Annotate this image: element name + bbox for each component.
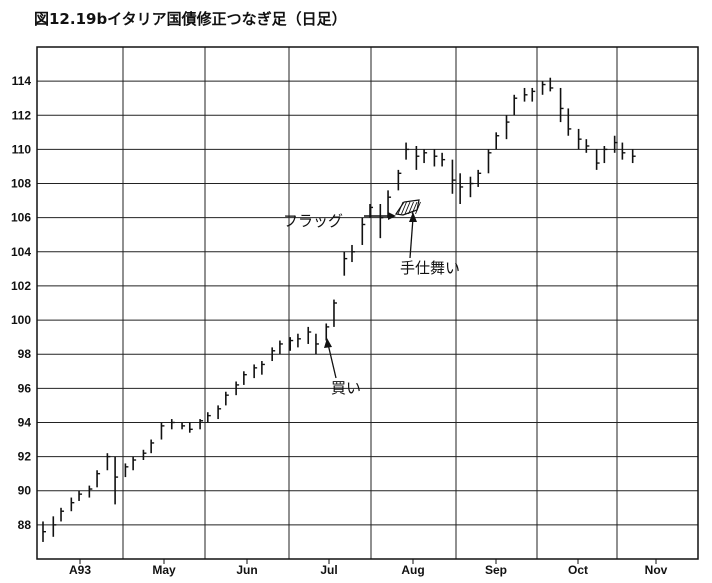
annotation-buy-label: 買い [331,379,361,397]
annotation-exit-label: 手仕舞い [400,259,460,277]
y-tick-label: 92 [18,450,32,464]
x-tick-label: Oct [568,563,588,577]
x-tick-label: Jul [320,563,337,577]
y-tick-label: 114 [12,74,32,88]
x-tick-label: Nov [645,563,668,577]
annotation-buy-arrowhead [324,338,332,348]
x-axis-tick-labels: A93 May Jun Jul Aug Sep Oct Nov [69,559,668,577]
x-tick-label: Sep [485,563,507,577]
price-bars [42,77,636,542]
flag-hatch-line [401,201,407,215]
y-tick-label: 108 [11,177,31,191]
y-tick-label: 106 [11,211,31,225]
annotation-buy-arrow [327,343,337,379]
y-tick-label: 110 [12,142,32,156]
y-tick-label: 90 [18,484,32,498]
y-tick-label: 100 [11,313,31,327]
plot-frame [36,46,699,560]
y-axis-tick-labels: 88 90 92 94 96 98 100 102 104 106 108 110 112 114 [11,74,31,532]
annotation-flag-arrowhead [388,212,396,220]
annotation-exit-arrow [409,217,414,259]
flag-hatch-line [411,201,418,215]
y-tick-label: 104 [11,245,31,259]
y-tick-label: 102 [11,279,31,293]
flag-hatch-line [408,201,414,215]
y-tick-label: 94 [18,415,32,429]
y-tick-label: 96 [18,381,32,395]
chart-title: 図12.19bイタリア国債修正つなぎ足（日足） [34,10,347,28]
flag-pattern [394,199,421,216]
x-tick-label: May [152,563,176,577]
x-tick-label: Jun [236,563,257,577]
x-tick-label: A93 [69,563,91,577]
y-tick-label: 112 [12,108,32,122]
flag-hatch-line [404,201,411,215]
annotation-exit-arrowhead [409,212,417,222]
y-tick-label: 98 [18,347,32,361]
flag-hatch-line [415,201,421,215]
chart-grid [37,47,698,559]
x-tick-label: Aug [401,563,424,577]
annotation-flag-label: フラッグ [283,212,343,230]
flag-hatch-line [397,201,404,215]
flag-outline [394,199,420,216]
y-tick-label: 88 [18,518,32,532]
